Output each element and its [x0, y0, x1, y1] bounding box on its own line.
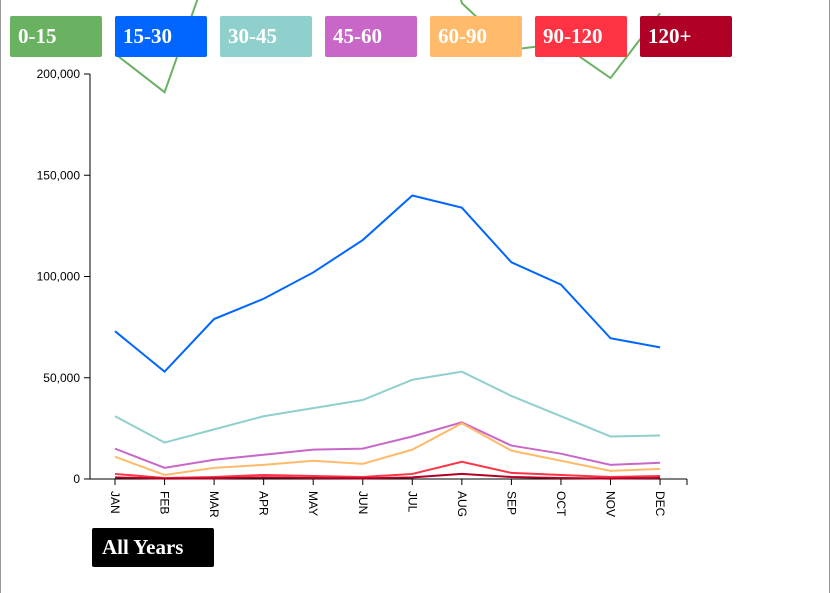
x-tick-label: FEB	[158, 491, 172, 514]
series-line	[114, 422, 661, 476]
x-tick-label: MAY	[306, 491, 320, 516]
series-line	[114, 194, 661, 374]
legend-button[interactable]: 30-45	[220, 16, 312, 57]
x-tick-label: JAN	[108, 491, 122, 514]
series-line	[114, 421, 661, 469]
x-tick-label: SEP	[504, 491, 518, 515]
x-tick-label: JUL	[405, 491, 419, 513]
legend-button[interactable]: 0-15	[10, 16, 102, 57]
legend-button[interactable]: 60-90	[430, 16, 522, 57]
x-tick-label: JUN	[356, 491, 370, 514]
y-tick-label: 0	[73, 472, 80, 486]
legend-button[interactable]: 120+	[640, 16, 732, 57]
legend-button[interactable]: 90-120	[535, 16, 627, 57]
x-tick-label: MAR	[207, 491, 221, 518]
y-tick-label: 150,000	[37, 168, 81, 182]
series-line	[114, 472, 661, 480]
x-tick-label: OCT	[554, 491, 568, 517]
series-line	[114, 460, 661, 479]
x-tick-label: APR	[257, 491, 271, 516]
y-tick-label: 50,000	[43, 371, 80, 385]
period-button[interactable]: All Years	[92, 528, 214, 567]
x-tick-label: NOV	[604, 491, 618, 517]
legend-button[interactable]: 45-60	[325, 16, 417, 57]
x-tick-label: AUG	[455, 491, 469, 517]
x-tick-label: DEC	[653, 491, 667, 517]
legend-button[interactable]: 15-30	[115, 16, 207, 57]
y-tick-label: 200,000	[37, 67, 81, 81]
series-line	[114, 370, 661, 444]
y-tick-label: 100,000	[37, 270, 81, 284]
